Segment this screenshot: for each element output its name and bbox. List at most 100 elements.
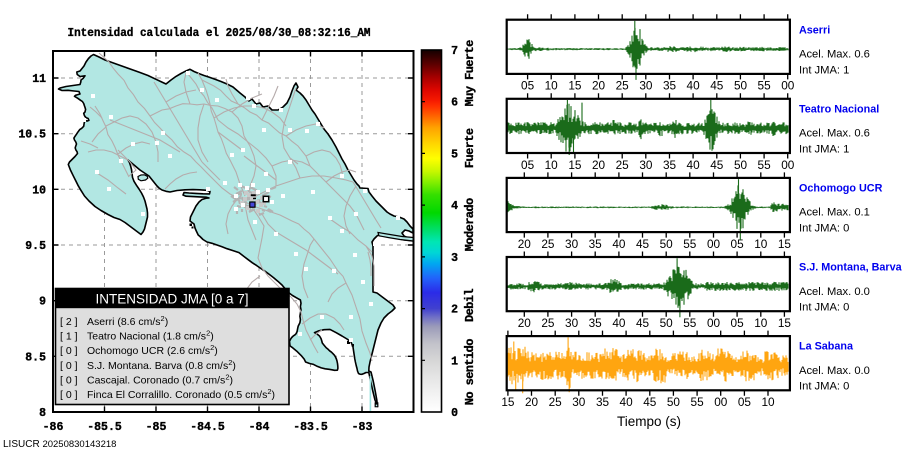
svg-text:Int JMA: 0: Int JMA: 0 — [799, 302, 849, 314]
svg-text:-83.5: -83.5 — [293, 421, 328, 434]
svg-text:Aserri: Aserri — [799, 24, 830, 36]
svg-text:05: 05 — [731, 316, 745, 330]
svg-text:[ 0 ]: [ 0 ] — [60, 389, 78, 401]
svg-text:50: 50 — [734, 79, 748, 93]
svg-text:8.5: 8.5 — [25, 351, 46, 364]
svg-text:50: 50 — [660, 237, 674, 251]
svg-text:00: 00 — [781, 158, 795, 172]
svg-text:20: 20 — [518, 237, 532, 251]
svg-text:4: 4 — [451, 200, 458, 213]
svg-text:45: 45 — [636, 237, 650, 251]
svg-text:00: 00 — [707, 316, 721, 330]
svg-text:35: 35 — [589, 237, 603, 251]
svg-text:35: 35 — [663, 158, 677, 172]
svg-text:05: 05 — [738, 395, 752, 409]
svg-text:55: 55 — [758, 79, 772, 93]
svg-text:9.5: 9.5 — [25, 240, 46, 253]
svg-text:40: 40 — [687, 79, 701, 93]
svg-text:[ 1 ]: [ 1 ] — [60, 331, 78, 343]
svg-text:45: 45 — [710, 158, 724, 172]
svg-text:Acel. Max. 0.6: Acel. Max. 0.6 — [799, 49, 870, 61]
svg-text:20: 20 — [592, 79, 606, 93]
svg-text:Muy Fuerte: Muy Fuerte — [463, 40, 477, 106]
svg-text:S.J. Montana, Barva: S.J. Montana, Barva — [799, 262, 903, 274]
svg-text:-86: -86 — [43, 421, 64, 434]
svg-text:Finca El Corralillo. Coronado: Finca El Corralillo. Coronado (0.5 cm/s2… — [87, 387, 275, 401]
svg-text:Int JMA: 0: Int JMA: 0 — [799, 381, 849, 393]
svg-text:45: 45 — [643, 395, 657, 409]
svg-text:No sentido: No sentido — [463, 339, 477, 405]
svg-text:LISUCR 20250830143218: LISUCR 20250830143218 — [3, 439, 116, 450]
svg-text:6: 6 — [451, 97, 458, 110]
svg-text:Ochomogo UCR (2.6 cm/s2): Ochomogo UCR (2.6 cm/s2) — [87, 343, 218, 357]
svg-text:50: 50 — [667, 395, 681, 409]
svg-text:0: 0 — [451, 407, 458, 420]
svg-text:Acel. Max. 0.6: Acel. Max. 0.6 — [799, 128, 870, 140]
svg-text:10: 10 — [545, 158, 559, 172]
svg-text:40: 40 — [612, 316, 626, 330]
svg-text:Acel. Max. 0.0: Acel. Max. 0.0 — [799, 365, 870, 377]
svg-text:30: 30 — [565, 316, 579, 330]
svg-text:15: 15 — [501, 395, 515, 409]
svg-text:30: 30 — [639, 79, 653, 93]
svg-text:55: 55 — [758, 158, 772, 172]
svg-text:35: 35 — [663, 79, 677, 93]
svg-text:[ 2 ]: [ 2 ] — [60, 316, 78, 328]
svg-text:Debil: Debil — [463, 289, 477, 322]
svg-text:8: 8 — [39, 407, 46, 420]
svg-text:35: 35 — [589, 316, 603, 330]
svg-text:[ 0 ]: [ 0 ] — [60, 345, 78, 357]
svg-text:9: 9 — [39, 296, 46, 309]
svg-text:1: 1 — [451, 355, 458, 368]
svg-text:10: 10 — [754, 316, 768, 330]
svg-text:15: 15 — [568, 158, 582, 172]
svg-text:Fuerte: Fuerte — [463, 128, 477, 168]
svg-text:55: 55 — [683, 237, 697, 251]
svg-text:Cascajal. Coronado (0.7 cm/s2): Cascajal. Coronado (0.7 cm/s2) — [87, 372, 233, 386]
svg-text:00: 00 — [714, 395, 728, 409]
svg-text:Aserri (8.6 cm/s2): Aserri (8.6 cm/s2) — [87, 314, 168, 328]
svg-text:Intensidad calculada el 2025/0: Intensidad calculada el 2025/08/30_08:32… — [68, 26, 371, 40]
svg-text:Int JMA: 0: Int JMA: 0 — [799, 223, 849, 235]
svg-text:30: 30 — [639, 158, 653, 172]
svg-text:3: 3 — [451, 252, 458, 265]
svg-text:30: 30 — [565, 237, 579, 251]
svg-text:Int JMA: 1: Int JMA: 1 — [799, 64, 849, 76]
svg-text:20: 20 — [518, 316, 532, 330]
svg-text:15: 15 — [568, 79, 582, 93]
svg-text:10: 10 — [754, 237, 768, 251]
svg-text:INTENSIDAD JMA [0 a 7]: INTENSIDAD JMA [0 a 7] — [95, 292, 248, 307]
svg-text:-84.5: -84.5 — [190, 421, 225, 434]
svg-text:55: 55 — [691, 395, 705, 409]
svg-text:Teatro Nacional: Teatro Nacional — [799, 103, 879, 115]
svg-text:40: 40 — [620, 395, 634, 409]
svg-text:10: 10 — [761, 395, 775, 409]
svg-text:30: 30 — [572, 395, 586, 409]
svg-text:10: 10 — [545, 79, 559, 93]
svg-text:Tiempo (s): Tiempo (s) — [617, 414, 681, 429]
svg-text:Teatro Nacional (1.8 cm/s2): Teatro Nacional (1.8 cm/s2) — [87, 329, 214, 343]
svg-text:[ 0 ]: [ 0 ] — [60, 374, 78, 386]
svg-text:05: 05 — [521, 79, 535, 93]
svg-text:5: 5 — [451, 148, 458, 161]
svg-text:45: 45 — [710, 79, 724, 93]
svg-text:00: 00 — [781, 79, 795, 93]
svg-text:11: 11 — [32, 73, 46, 86]
svg-text:05: 05 — [521, 158, 535, 172]
svg-text:Acel. Max. 0.1: Acel. Max. 0.1 — [799, 207, 870, 219]
svg-text:La Sabana: La Sabana — [799, 341, 854, 353]
svg-text:05: 05 — [731, 237, 745, 251]
svg-text:40: 40 — [612, 237, 626, 251]
svg-text:Moderado: Moderado — [463, 198, 477, 251]
svg-text:50: 50 — [660, 316, 674, 330]
svg-text:20: 20 — [592, 158, 606, 172]
svg-text:35: 35 — [596, 395, 610, 409]
svg-text:Int JMA: 1: Int JMA: 1 — [799, 143, 849, 155]
svg-text:40: 40 — [687, 158, 701, 172]
svg-text:50: 50 — [734, 158, 748, 172]
svg-text:20: 20 — [525, 395, 539, 409]
svg-text:Acel. Max. 0.0: Acel. Max. 0.0 — [799, 286, 870, 298]
svg-text:25: 25 — [616, 158, 630, 172]
svg-text:45: 45 — [636, 316, 650, 330]
svg-text:00: 00 — [707, 237, 721, 251]
